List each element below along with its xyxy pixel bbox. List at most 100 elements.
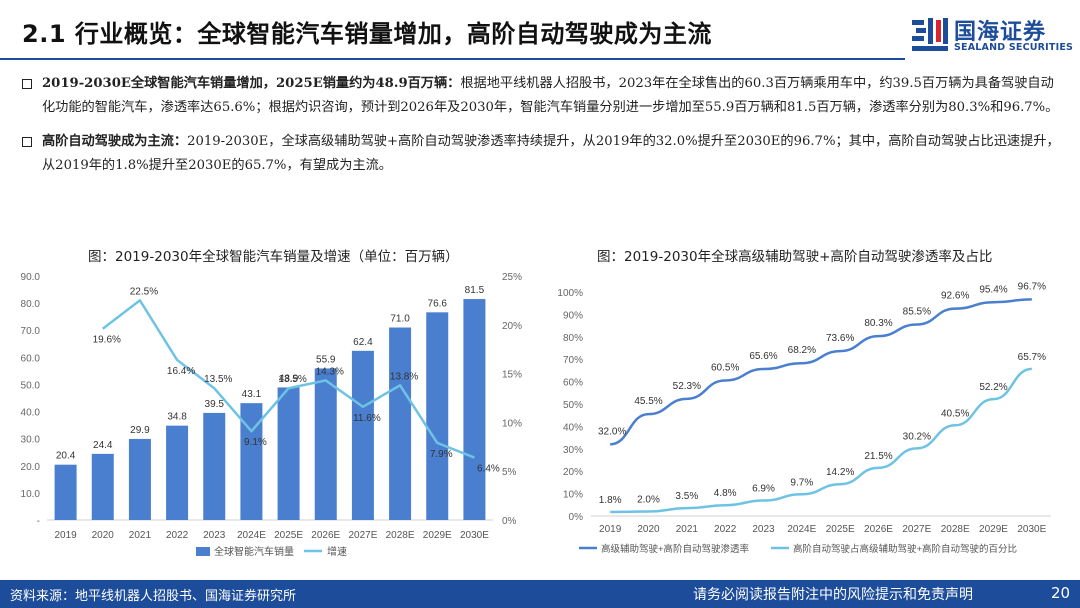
data-value-label: 4.8%	[714, 488, 737, 499]
y-left-tick-label: -	[37, 516, 40, 527]
x-tick-label: 2023	[752, 524, 775, 535]
data-value-label: 65.6%	[749, 351, 777, 362]
bar	[426, 312, 449, 520]
y-tick-label: 40%	[563, 422, 583, 433]
footer: 资料来源：地平线机器人招股书、国海证券研究所 请务必阅读报告附注中的风险提示和免…	[0, 580, 1080, 608]
x-tick-label: 2022	[714, 524, 737, 535]
x-tick-label: 2020	[637, 524, 660, 535]
growth-value-label: 16.4%	[167, 366, 195, 377]
legend-label: 高阶自动驾驶占高级辅助驾驶+高阶自动驾驶的百分比	[793, 543, 1017, 555]
bar-value-label: 20.4	[56, 451, 76, 462]
data-value-label: 96.7%	[1018, 281, 1046, 292]
penetration-line	[609, 298, 1032, 446]
bar-value-label: 39.5	[205, 399, 225, 410]
page-number: 20	[1051, 584, 1071, 602]
y-tick-label: 0%	[569, 512, 584, 523]
y-left-tick-label: 80.0	[21, 299, 41, 310]
x-tick-label: 2025E	[274, 530, 303, 541]
data-value-label: 85.5%	[903, 306, 931, 317]
bar	[351, 350, 374, 520]
data-value-label: 6.9%	[752, 484, 775, 495]
x-tick-label: 2023	[203, 530, 226, 541]
y-right-tick-label: 5%	[502, 467, 517, 478]
y-tick-label: 90%	[563, 310, 583, 321]
y-right-tick-label: 0%	[502, 516, 517, 527]
y-tick-label: 60%	[563, 378, 583, 389]
x-tick-label: 2028E	[386, 530, 415, 541]
bar	[128, 438, 151, 520]
x-tick-label: 2026E	[311, 530, 340, 541]
y-tick-label: 20%	[563, 467, 583, 478]
data-value-label: 30.2%	[903, 431, 931, 442]
bullet-list: 2019-2030E全球智能汽车销量增加，2025E销量约为48.9百万辆：根据…	[22, 72, 1062, 188]
y-tick-label: 30%	[563, 445, 583, 456]
y-right-tick-label: 10%	[502, 418, 522, 429]
high-level-share-line	[610, 367, 1033, 514]
footer-source: 资料来源：地平线机器人招股书、国海证券研究所	[10, 589, 297, 604]
growth-value-label: 19.6%	[93, 335, 121, 346]
header: 2.1 行业概览：全球智能汽车销量增加，高阶自动驾驶成为主流 国海证券 SEAL…	[0, 0, 1080, 62]
y-tick-label: 80%	[563, 333, 583, 344]
sealand-logo-icon	[912, 18, 948, 51]
y-tick-label: 100%	[557, 288, 583, 299]
growth-value-label: 13.5%	[204, 374, 232, 385]
legend-label: 高级辅助驾驶+高阶自动驾驶渗透率	[601, 543, 750, 555]
data-value-label: 73.6%	[826, 333, 854, 344]
chart-title-penetration: 图：2019-2030年全球高级辅助驾驶+高阶自动驾驶渗透率及占比	[597, 249, 993, 265]
growth-value-label: 13.8%	[390, 371, 418, 382]
bullet-body: 2019-2030E，全球高级辅助驾驶+高阶自动驾驶渗透率持续提升，从2019年…	[42, 134, 1060, 173]
bar-value-label: 71.0	[390, 314, 410, 325]
y-right-tick-label: 25%	[502, 272, 522, 283]
bullet-lead: 2019-2030E全球智能汽车销量增加，2025E销量约为48.9百万辆：	[42, 76, 461, 91]
y-left-tick-label: 20.0	[21, 462, 41, 473]
data-value-label: 95.4%	[979, 284, 1007, 295]
bar	[203, 412, 226, 520]
sales-chart: - 10.0 20.0 30.0 40.0 50.0 60.0 70.0 80.0 90.0 0% 5…	[21, 272, 523, 558]
company-logo: 国海证券 SEALAND SECURITIES	[910, 12, 1073, 58]
bar-value-label: 62.4	[353, 337, 373, 348]
bar-value-label: 43.1	[242, 389, 262, 400]
bullet-body: 根据地平线机器人招股书，2023年在全球售出的60.3百万辆乘用车中，约39.5…	[42, 76, 1059, 115]
bar-value-label: 34.8	[167, 412, 187, 423]
bar-value-label: 24.4	[93, 440, 113, 451]
data-value-label: 92.6%	[941, 291, 969, 302]
data-value-label: 40.5%	[941, 408, 969, 419]
growth-value-label: 14.3%	[316, 366, 344, 377]
logo-text-cn: 国海证券	[954, 20, 1047, 45]
growth-value-label: 9.1%	[244, 437, 267, 448]
x-tick-label: 2021	[129, 530, 152, 541]
x-tick-label: 2019	[54, 530, 77, 541]
x-tick-label: 2029E	[979, 524, 1008, 535]
bullet-lead: 高阶自动驾驶成为主流：	[42, 134, 188, 149]
bar	[166, 425, 189, 520]
x-tick-label: 2022	[166, 530, 189, 541]
y-right-tick-label: 20%	[502, 321, 522, 332]
y-left-tick-label: 40.0	[21, 408, 41, 419]
bar-value-label: 55.9	[316, 354, 336, 365]
bar	[389, 327, 412, 520]
x-tick-label: 2024E	[787, 524, 816, 535]
legend-swatch-bar	[196, 547, 210, 556]
data-value-label: 80.3%	[864, 318, 892, 329]
data-value-label: 9.7%	[790, 477, 813, 488]
header-divider	[0, 58, 905, 60]
y-left-tick-label: 10.0	[21, 489, 41, 500]
x-tick-label: 2027E	[902, 524, 931, 535]
data-value-label: 14.2%	[826, 467, 854, 478]
bar	[314, 368, 337, 520]
x-tick-label: 2025E	[826, 524, 855, 535]
data-value-label: 2.0%	[637, 495, 660, 506]
y-left-tick-label: 30.0	[21, 435, 41, 446]
bullet-item-sales: 2019-2030E全球智能汽车销量增加，2025E销量约为48.9百万辆：根据…	[22, 72, 1062, 120]
x-tick-label: 2030E	[1017, 524, 1046, 535]
growth-value-label: 22.5%	[130, 286, 158, 297]
y-right-tick-label: 15%	[502, 370, 522, 381]
data-value-label: 52.2%	[979, 382, 1007, 393]
y-tick-label: 70%	[563, 355, 583, 366]
data-value-label: 21.5%	[864, 451, 892, 462]
footer-disclaimer: 请务必阅读报告附注中的风险提示和免责声明	[693, 587, 973, 603]
x-tick-label: 2030E	[460, 530, 489, 541]
bar-value-label: 29.9	[130, 425, 150, 436]
x-tick-label: 2027E	[348, 530, 377, 541]
growth-value-label: 11.6%	[353, 413, 381, 424]
